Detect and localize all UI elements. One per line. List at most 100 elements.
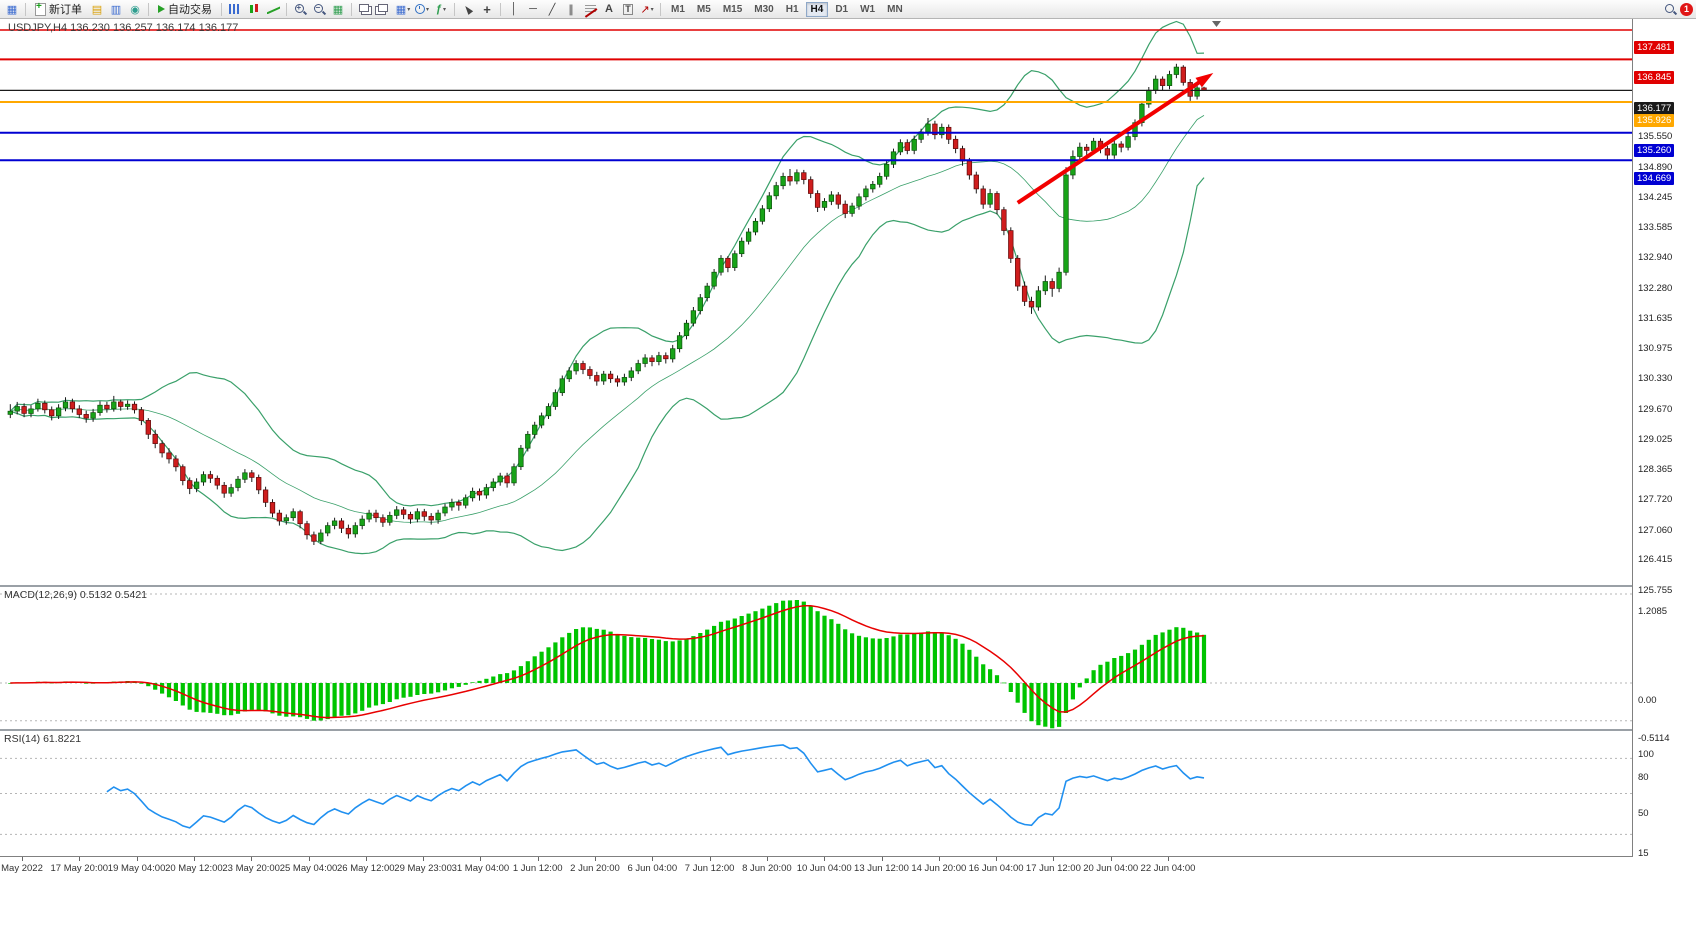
bar-chart-icon[interactable] xyxy=(226,1,244,17)
timeframe-M15[interactable]: M15 xyxy=(722,3,743,15)
time-label: 22 Jun 04:00 xyxy=(1140,863,1196,874)
channel-icon[interactable]: ∥ xyxy=(568,3,574,16)
macd-axis-label: -0.5114 xyxy=(1638,732,1670,744)
arrange-windows-icon[interactable] xyxy=(375,1,393,17)
time-label: 23 May 20:00 xyxy=(222,863,280,874)
macd-histogram xyxy=(8,600,1207,729)
rsi-line xyxy=(106,744,1205,829)
time-axis[interactable]: May 2022 17 May 20:00 19 May 04:00 20 May 1… xyxy=(0,857,1632,882)
timeframe-D1[interactable]: D1 xyxy=(835,3,849,15)
rsi-panel[interactable] xyxy=(0,731,1632,856)
time-tick xyxy=(136,857,138,861)
cursor-icon[interactable] xyxy=(459,1,477,17)
data-window-icon[interactable]: ▥ xyxy=(110,3,122,16)
time-tick xyxy=(480,857,482,861)
trendline-icon[interactable]: ╱ xyxy=(548,3,556,16)
price-scale[interactable]: 135.550 134.890 134.245 133.585 132.940 132.2… xyxy=(1632,18,1696,859)
zoom-out-icon[interactable]: − xyxy=(310,1,328,17)
search-icon[interactable] xyxy=(1661,1,1679,17)
price-tick: 131.635 xyxy=(1638,312,1673,324)
period-clock-icon[interactable]: ▾ xyxy=(413,1,431,17)
macd-panel[interactable] xyxy=(0,587,1632,729)
time-tick xyxy=(1053,857,1055,861)
time-label: 14 Jun 20:00 xyxy=(911,863,967,874)
line-chart-icon[interactable] xyxy=(264,1,282,17)
price-badge: 137.481 xyxy=(1634,41,1675,55)
new-order-button[interactable]: + 新订单 xyxy=(30,1,87,17)
time-label: 10 Jun 04:00 xyxy=(796,863,852,874)
candlesticks xyxy=(7,63,1207,545)
time-tick xyxy=(365,857,367,861)
price-tick: 127.720 xyxy=(1638,494,1673,506)
timeframe-MN[interactable]: MN xyxy=(887,3,903,15)
timeframe-M1[interactable]: M1 xyxy=(671,3,685,15)
time-label: 31 May 04:00 xyxy=(451,863,510,874)
trend-arrow[interactable] xyxy=(1016,75,1209,205)
price-tick: 134.890 xyxy=(1638,161,1673,173)
timeframe-M5[interactable]: M5 xyxy=(696,3,711,15)
notification-badge[interactable]: 1 xyxy=(1680,2,1693,16)
text-label-icon[interactable]: T xyxy=(623,3,633,15)
time-tick xyxy=(251,857,253,861)
price-tick: 129.025 xyxy=(1638,433,1673,445)
price-tick: 133.585 xyxy=(1638,222,1673,234)
timeframe-H1[interactable]: H1 xyxy=(785,3,799,15)
new-order-icon: + xyxy=(35,1,46,16)
time-tick xyxy=(79,857,81,861)
new-chart-icon[interactable]: ▦ ▾ xyxy=(395,3,411,16)
tile-windows-icon[interactable]: ▦ xyxy=(332,3,344,16)
timeframe-W1[interactable]: W1 xyxy=(860,3,876,15)
time-label: 2 Jun 20:00 xyxy=(570,863,620,874)
price-tick: 126.415 xyxy=(1638,554,1673,566)
text-icon[interactable]: A xyxy=(605,3,613,15)
indicators-icon[interactable]: ƒ ▾ xyxy=(435,3,447,15)
price-badge: 135.926 xyxy=(1634,113,1675,127)
price-tick: 125.755 xyxy=(1638,585,1673,597)
horizontal-line-icon[interactable]: ─ xyxy=(529,3,537,15)
price-tick: 135.550 xyxy=(1638,131,1673,143)
chart-window-icon[interactable]: ▦ xyxy=(6,3,18,16)
time-label: 7 Jun 12:00 xyxy=(684,863,735,874)
toolbar-separator xyxy=(351,2,352,16)
market-watch-icon[interactable]: ▤ xyxy=(91,3,103,16)
new-order-label: 新订单 xyxy=(49,4,82,16)
macd-axis-label: 0.00 xyxy=(1638,695,1657,706)
time-label: 16 Jun 04:00 xyxy=(968,863,1024,874)
price-tick: 128.365 xyxy=(1638,464,1673,476)
time-tick xyxy=(22,857,23,861)
toolbar-separator xyxy=(660,2,661,16)
price-badge: 136.177 xyxy=(1634,101,1675,115)
time-label: 26 May 12:00 xyxy=(337,863,395,874)
price-tick: 134.245 xyxy=(1638,191,1673,203)
auto-trading-button[interactable]: 自动交易 xyxy=(153,1,217,17)
toolbar-separator xyxy=(221,2,222,16)
chart-shift-marker[interactable] xyxy=(1212,21,1221,27)
crosshair-icon[interactable]: + xyxy=(483,1,491,17)
panel-separator[interactable] xyxy=(0,585,1696,587)
time-label: 1 Jun 12:00 xyxy=(512,863,563,874)
time-tick xyxy=(595,857,596,861)
time-tick xyxy=(938,857,940,861)
toolbar-separator xyxy=(454,2,455,16)
price-badge: 135.260 xyxy=(1634,144,1675,158)
timeframe-H4[interactable]: H4 xyxy=(805,1,829,17)
zoom-in-icon[interactable]: + xyxy=(291,1,309,17)
price-tick: 127.060 xyxy=(1638,524,1673,536)
arrow-tools-icon[interactable]: ↗ ▾ xyxy=(640,3,654,16)
price-tick: 132.940 xyxy=(1638,252,1673,264)
panel-separator[interactable] xyxy=(0,729,1696,731)
time-tick xyxy=(1110,857,1112,861)
time-tick xyxy=(308,857,310,861)
time-tick xyxy=(996,857,998,861)
navigator-icon[interactable]: ◉ xyxy=(130,3,140,16)
rsi-label: RSI(14) 61.8221 xyxy=(4,733,82,745)
main-chart[interactable] xyxy=(0,18,1632,585)
time-label: 6 Jun 04:00 xyxy=(627,863,678,874)
vertical-line-icon[interactable]: │ xyxy=(510,3,518,15)
candlestick-chart-icon[interactable] xyxy=(245,1,263,17)
price-badge: 134.669 xyxy=(1634,171,1675,185)
timeframe-M30[interactable]: M30 xyxy=(754,3,774,15)
cascade-windows-icon[interactable] xyxy=(356,1,374,17)
time-label: 25 May 04:00 xyxy=(279,863,338,874)
fibonacci-icon[interactable] xyxy=(581,1,599,17)
